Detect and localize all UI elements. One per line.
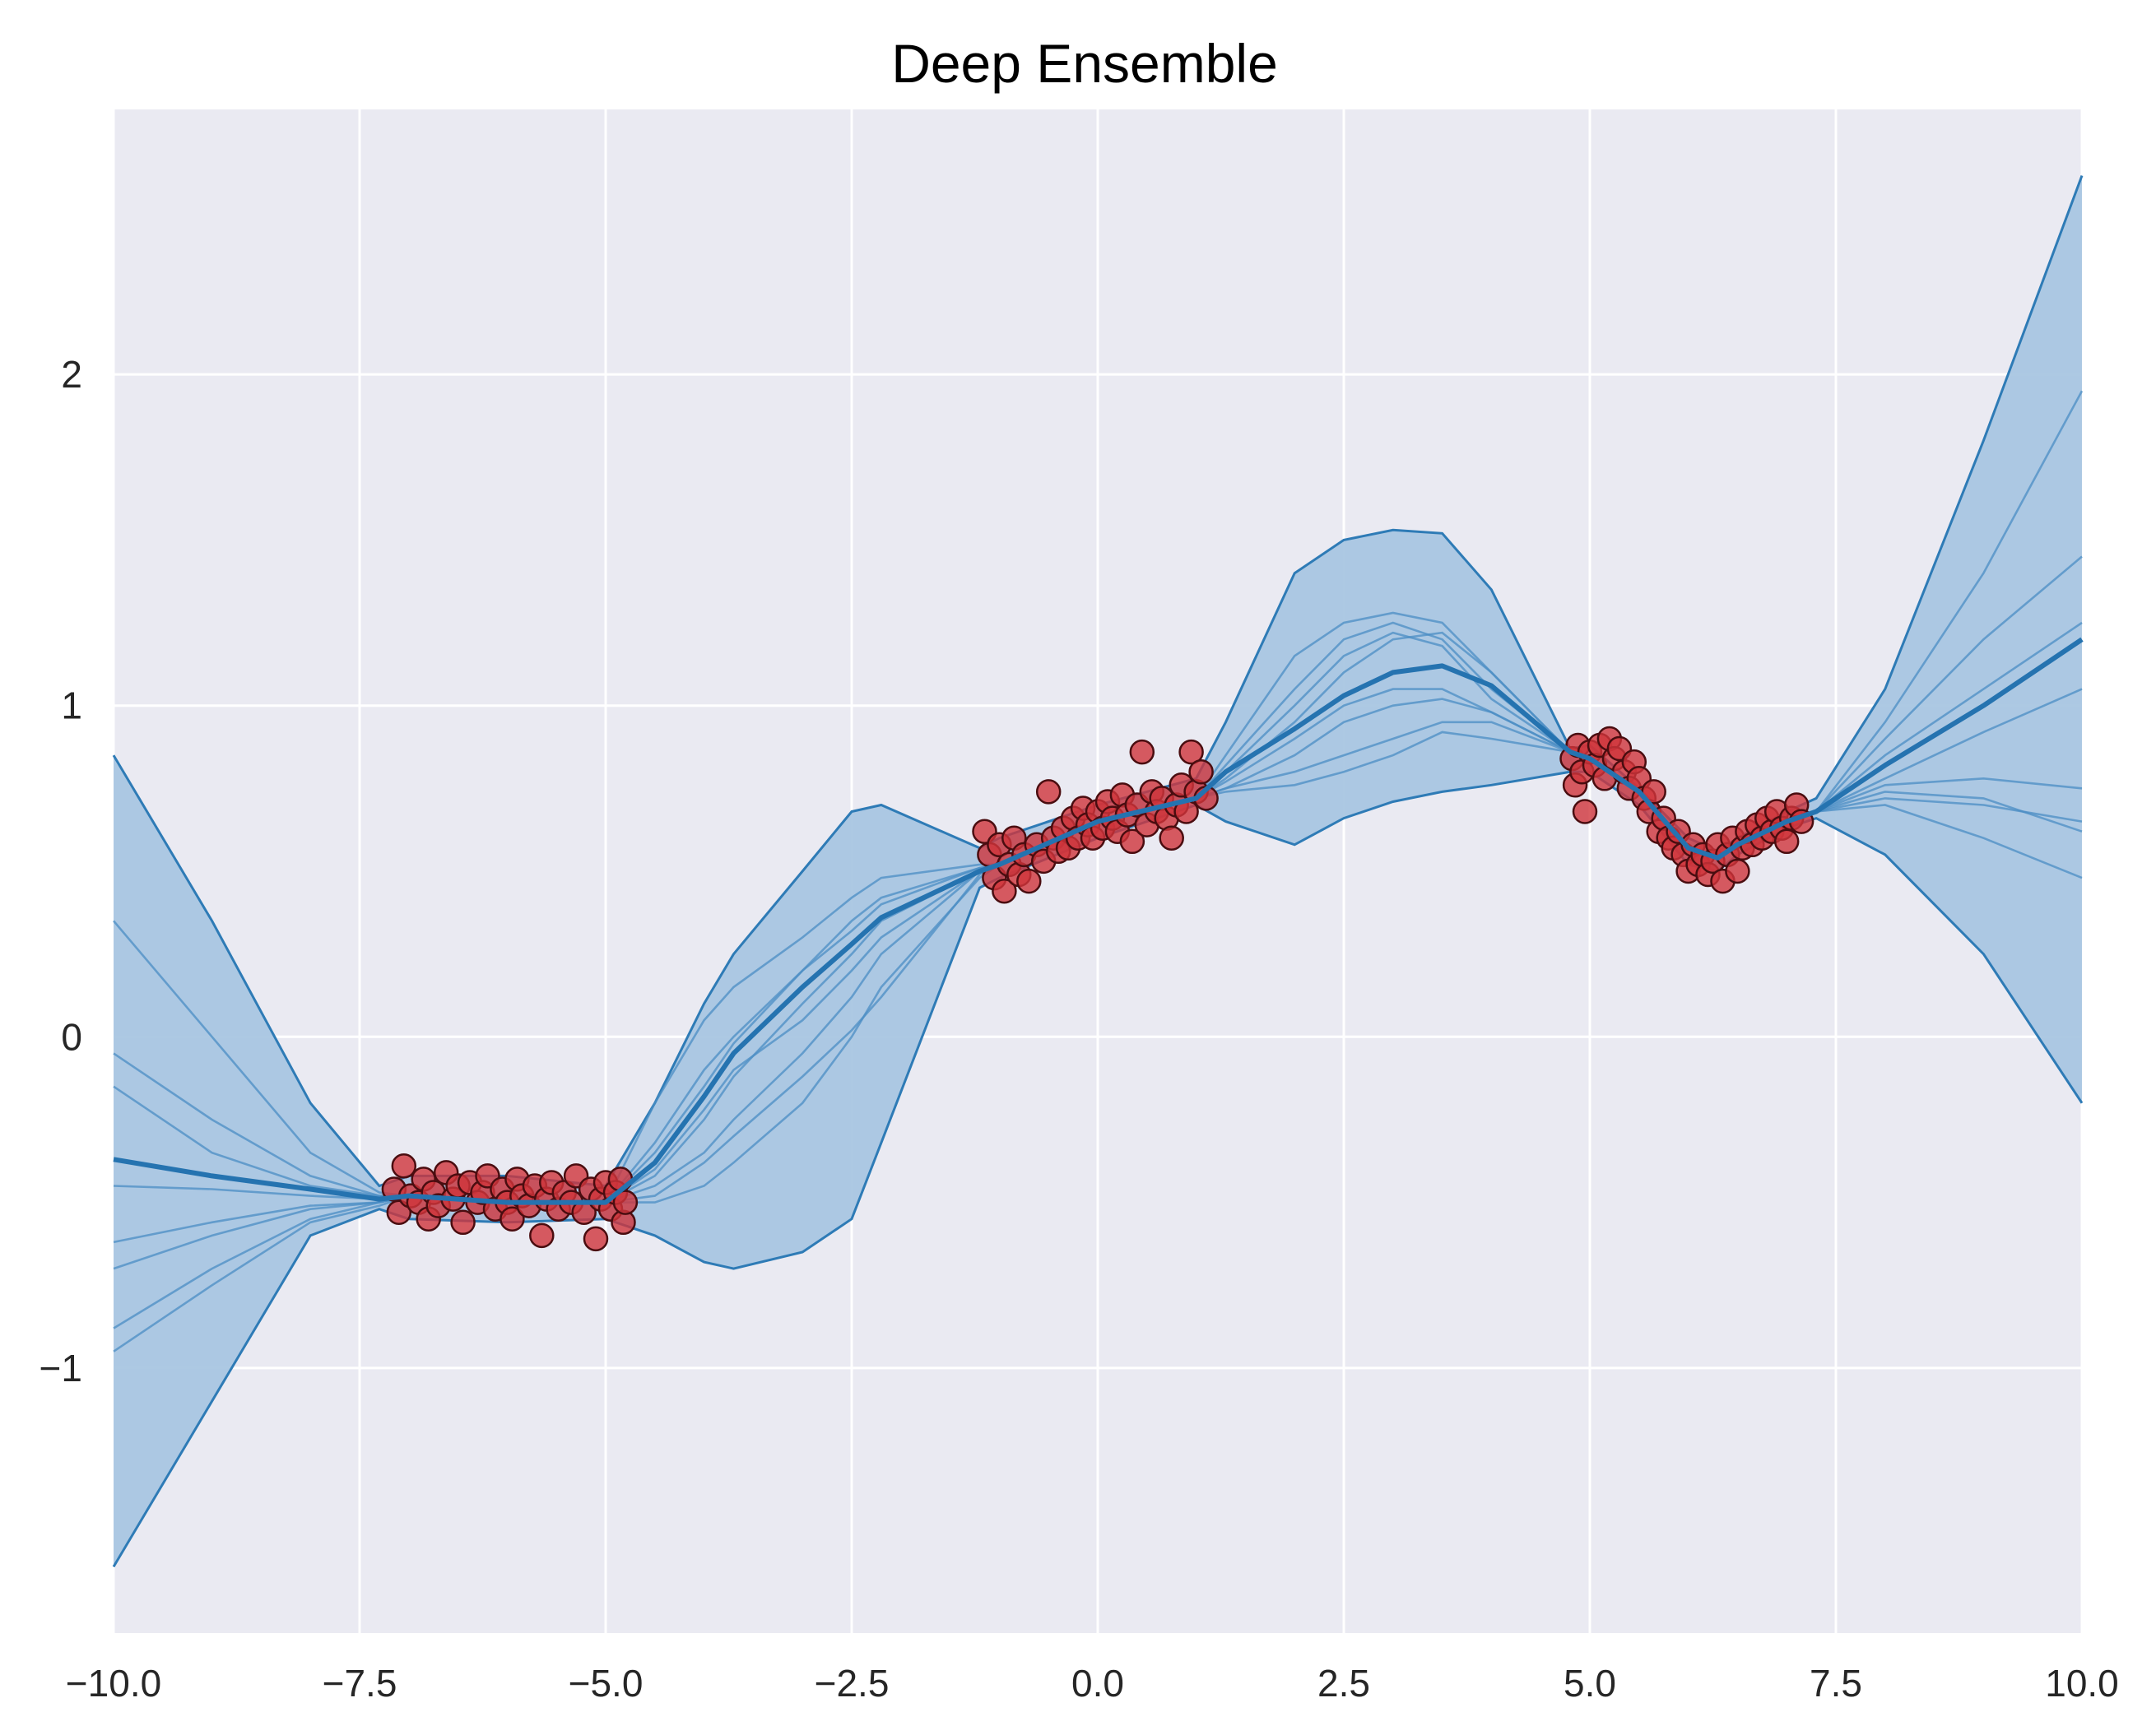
data-point [529,1222,555,1249]
x-tick-label: 0.0 [1071,1662,1124,1705]
y-tick-label: −1 [39,1347,82,1389]
data-point [1572,799,1598,824]
x-tick-label: 7.5 [1810,1662,1862,1705]
data-point [1035,779,1062,805]
x-tick-label: 10.0 [2045,1662,2119,1705]
data-point [583,1226,609,1252]
data-point [1725,858,1750,884]
data-point [1188,758,1214,785]
data-point [1129,739,1155,765]
data-point [1159,825,1184,851]
data-point [992,878,1017,904]
data-point [1016,868,1042,894]
data-point [500,1206,525,1232]
ensemble-mean-path [113,637,2084,1205]
y-tick-label: 1 [61,684,82,727]
data-point [391,1153,417,1179]
data-point [450,1209,476,1236]
y-tick-label: 2 [61,353,82,396]
data-point [1773,828,1800,855]
x-axis-tick-labels: −10.0 −7.5 −5.0 −2.5 0.0 2.5 5.0 7.5 10.0 [66,1662,2119,1705]
x-tick-label: −2.5 [815,1662,890,1705]
y-tick-label: 0 [61,1015,82,1058]
data-point [612,1190,639,1215]
x-tick-label: −5.0 [569,1662,644,1705]
x-tick-label: 5.0 [1564,1662,1616,1705]
chart-title: Deep Ensemble [891,33,1278,94]
data-point [607,1167,634,1192]
y-axis-tick-labels: −1 0 1 2 [39,353,82,1389]
x-tick-label: 2.5 [1317,1662,1370,1705]
data-point [1178,739,1204,765]
x-tick-label: −7.5 [323,1662,397,1705]
x-tick-label: −10.0 [66,1662,161,1705]
data-point [1119,828,1145,855]
ensemble-mean-line [113,637,2084,1205]
